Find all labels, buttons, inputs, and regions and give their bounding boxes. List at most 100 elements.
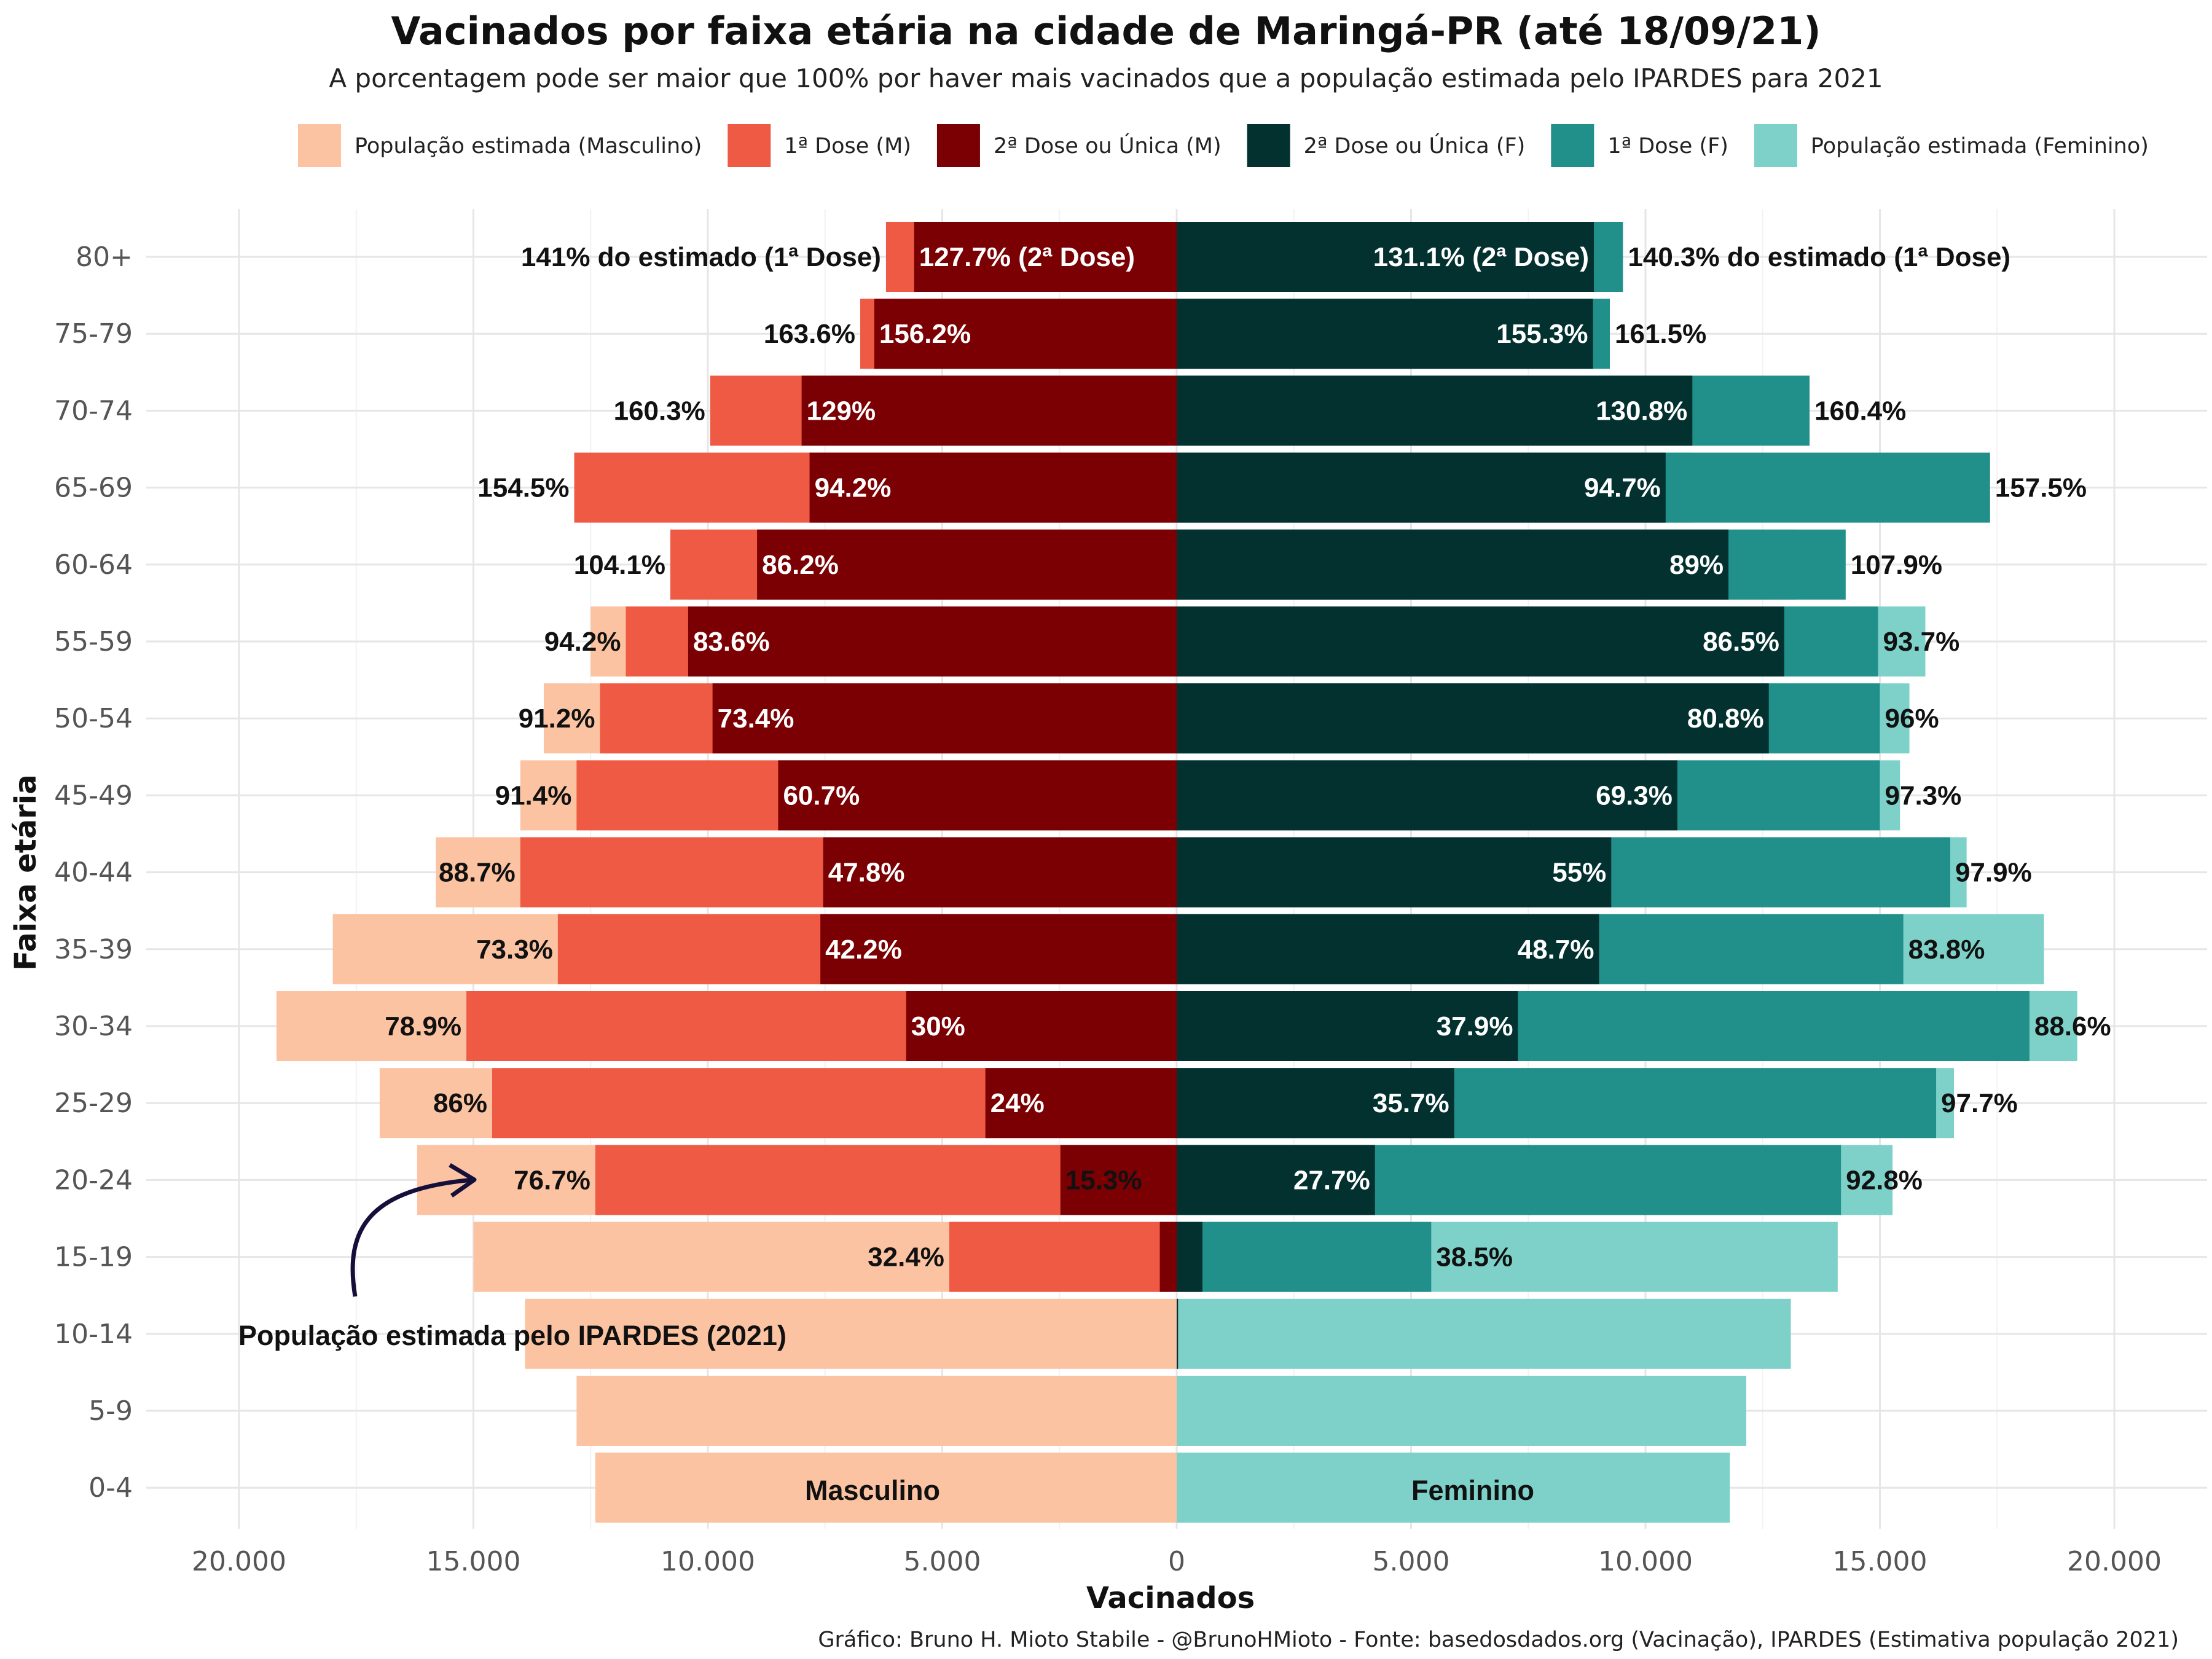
- bar-popula-o-estimada-masculino--0-4: [595, 1453, 1177, 1523]
- y-tick-label: 0-4: [88, 1472, 133, 1504]
- label-m-1st-dose: 94.2%: [544, 627, 621, 657]
- y-tick-label: 50-54: [54, 703, 133, 734]
- x-tick-label: 15.000: [1833, 1546, 1928, 1577]
- female-side-label: Feminino: [1411, 1475, 1534, 1506]
- x-tick-label: 10.000: [1598, 1546, 1693, 1577]
- bar-popula-o-estimada-masculino--10-14: [525, 1298, 1177, 1369]
- label-f-1st-dose: 161.5%: [1615, 319, 1706, 349]
- y-tick-label: 45-49: [54, 780, 133, 811]
- label-m-1st-dose: 91.2%: [519, 704, 595, 734]
- label-m-2nd-dose: 73.4%: [718, 704, 794, 734]
- legend: População estimada (Masculino) 1ª Dose (M…: [298, 124, 2149, 167]
- label-f-2nd-dose: 27.7%: [1293, 1165, 1370, 1195]
- bar-2-dose-ou-nica-f--70-74: [1177, 375, 1693, 446]
- bar-2-dose-ou-nica-f--20-24: [1177, 1145, 1375, 1215]
- label-m-1st-dose: 160.3%: [614, 396, 705, 426]
- legend-swatch: [936, 124, 980, 167]
- y-axis-label: Faixa etária: [9, 774, 43, 970]
- x-axis-label: Vacinados: [1086, 1581, 1255, 1615]
- x-axis-ticks: 20.000 15.000 10.000 5.000 0 5.000 10.000 15.00…: [192, 1546, 2162, 1577]
- label-f-1st-dose: 96%: [1885, 704, 1939, 734]
- label-m-2nd-dose: 30%: [911, 1011, 965, 1041]
- bar-2-dose-ou-nica-f--55-59: [1177, 606, 1784, 677]
- label-f-1st-dose: 88.6%: [2034, 1011, 2111, 1041]
- chart-caption: Gráfico: Bruno H. Mioto Stabile - @Bruno…: [818, 1628, 2179, 1652]
- y-tick-label: 25-29: [54, 1088, 133, 1119]
- legend-label: População estimada (Feminino): [1811, 134, 2149, 159]
- bar-2-dose-ou-nica-f--60-64: [1177, 529, 1729, 600]
- label-f-1st-dose: 160.4%: [1814, 396, 1906, 426]
- bar-2-dose-ou-nica-m--65-69: [809, 452, 1177, 523]
- label-f-1st-dose: 38.5%: [1436, 1242, 1513, 1273]
- x-tick-label: 5.000: [1373, 1546, 1450, 1577]
- label-f-2nd-dose: 86.5%: [1703, 627, 1779, 657]
- y-tick-label: 80+: [76, 241, 133, 273]
- y-tick-label: 70-74: [54, 395, 133, 426]
- label-m-1st-dose: 76.7%: [514, 1165, 590, 1195]
- bar-2-dose-ou-nica-m--15-19: [1159, 1222, 1177, 1292]
- bar-2-dose-ou-nica-m--40-44: [823, 837, 1177, 908]
- legend-swatch: [1754, 124, 1797, 167]
- x-tick-label: 0: [1168, 1546, 1185, 1577]
- label-m-2nd-dose: 47.8%: [828, 858, 905, 888]
- label-f-2nd-dose: 131.1% (2ª Dose): [1373, 242, 1589, 272]
- bar-2-dose-ou-nica-f--40-44: [1177, 837, 1612, 908]
- chart-title: Vacinados por faixa etária na cidade de …: [391, 9, 1821, 53]
- label-f-2nd-dose: 130.8%: [1596, 396, 1687, 426]
- legend-label: 1ª Dose (M): [784, 134, 911, 159]
- label-f-2nd-dose: 55%: [1552, 858, 1606, 888]
- legend-swatch: [298, 124, 341, 167]
- label-m-1st-dose: 78.9%: [385, 1011, 461, 1041]
- legend-label: 2ª Dose ou Única (F): [1304, 133, 1526, 159]
- y-axis-ticks: 80+ 75-79 70-74 65-69 60-64 55-59 50-54 45-49 40…: [54, 241, 133, 1504]
- label-f-2nd-dose: 89%: [1669, 550, 1724, 580]
- legend-swatch: [1247, 124, 1290, 167]
- label-m-2nd-dose: 42.2%: [825, 935, 902, 965]
- label-m-1st-dose: 163.6%: [764, 319, 855, 349]
- y-tick-label: 60-64: [54, 549, 133, 581]
- bar-1-dose-f--15-19: [1177, 1222, 1432, 1292]
- x-tick-label: 20.000: [192, 1546, 286, 1577]
- label-f-2nd-dose: 94.7%: [1584, 473, 1661, 503]
- label-f-1st-dose: 92.8%: [1846, 1165, 1923, 1195]
- y-tick-label: 75-79: [54, 318, 133, 350]
- bar-2-dose-ou-nica-m--55-59: [688, 606, 1177, 677]
- label-m-2nd-dose: 15.3%: [1065, 1165, 1142, 1195]
- bar-2-dose-ou-nica-m--50-54: [712, 683, 1177, 754]
- y-tick-label: 20-24: [54, 1164, 133, 1196]
- x-tick-label: 10.000: [661, 1546, 755, 1577]
- bar-2-dose-ou-nica-f--30-34: [1177, 991, 1518, 1061]
- bar-2-dose-ou-nica-f--65-69: [1177, 452, 1666, 523]
- legend-swatch: [728, 124, 771, 167]
- label-f-2nd-dose: 48.7%: [1518, 935, 1594, 965]
- label-f-1st-dose: 107.9%: [1851, 550, 1942, 580]
- population-note: População estimada pelo IPARDES (2021): [238, 1320, 786, 1351]
- x-tick-label: 15.000: [426, 1546, 521, 1577]
- label-f-2nd-dose: 80.8%: [1687, 704, 1764, 734]
- bar-2-dose-ou-nica-f--45-49: [1177, 760, 1677, 831]
- bars: [276, 222, 2077, 1523]
- bar-2-dose-ou-nica-m--70-74: [801, 375, 1177, 446]
- data-labels: 141% do estimado (1ª Dose) 127.7% (2ª Dos…: [385, 242, 2111, 1273]
- y-tick-label: 55-59: [54, 626, 133, 657]
- y-tick-label: 15-19: [54, 1242, 133, 1273]
- bar-2-dose-ou-nica-m--35-39: [820, 914, 1177, 984]
- label-m-2nd-dose: 24%: [990, 1088, 1045, 1118]
- label-m-2nd-dose: 83.6%: [693, 627, 770, 657]
- bar-2-dose-ou-nica-f--10-14: [1177, 1298, 1179, 1369]
- bar-2-dose-ou-nica-m--80+: [914, 222, 1177, 292]
- legend-label: População estimada (Masculino): [355, 134, 702, 159]
- label-f-1st-dose: 97.9%: [1955, 858, 2032, 888]
- label-f-2nd-dose: 35.7%: [1373, 1088, 1449, 1118]
- annotation-arrowhead: [449, 1163, 477, 1198]
- bar-2-dose-ou-nica-m--60-64: [757, 529, 1177, 600]
- label-m-1st-dose: 91.4%: [495, 780, 572, 810]
- label-f-2nd-dose: 37.9%: [1437, 1011, 1513, 1041]
- legend-label: 2ª Dose ou Única (M): [994, 133, 1222, 159]
- bar-2-dose-ou-nica-f--15-19: [1177, 1222, 1202, 1292]
- bar-popula-o-estimada-feminino--5-9: [1177, 1376, 1747, 1446]
- bar-1-dose-m--15-19: [949, 1222, 1177, 1292]
- y-tick-label: 65-69: [54, 473, 133, 504]
- bar-popula-o-estimada-feminino--10-14: [1177, 1298, 1791, 1369]
